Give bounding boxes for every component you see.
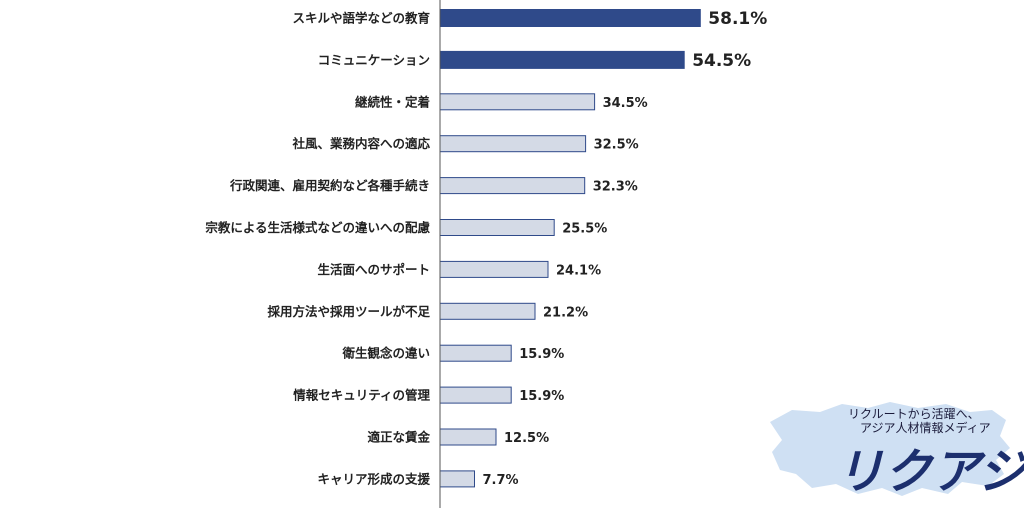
logo-tagline-1: リクルートから活躍へ、	[848, 407, 980, 421]
logo: リクルートから活躍へ、 アジア人材情報メディア リクアジ	[770, 402, 1024, 500]
value-label-2: 54.5%	[692, 51, 751, 71]
category-label-3: 継続性・定着	[355, 94, 430, 109]
bar-3	[439, 93, 596, 111]
category-label-2: コミュニケーション	[318, 52, 430, 67]
bar-9	[439, 344, 512, 362]
category-label-7: 生活面へのサポート	[317, 262, 430, 277]
category-label-9: 衛生観念の違い	[341, 346, 430, 361]
category-label-8: 採用方法や採用ツールが不足	[267, 304, 430, 319]
value-label-1: 58.1%	[708, 9, 767, 29]
category-label-12: キャリア形成の支援	[317, 471, 430, 486]
bar-5	[439, 177, 586, 195]
value-label-4: 32.5%	[594, 138, 639, 153]
value-label-9: 15.9%	[519, 347, 564, 362]
category-label-11: 適正な賃金	[367, 430, 430, 445]
category-label-4: 社風、業務内容への適応	[291, 136, 430, 151]
bar-2	[439, 50, 685, 69]
value-label-6: 25.5%	[562, 222, 607, 237]
category-label-10: 情報セキュリティの管理	[293, 388, 430, 403]
bar-10	[439, 386, 512, 404]
bar-4	[439, 135, 587, 153]
bar-1	[439, 9, 701, 27]
bar-6	[439, 219, 555, 236]
bars-group: スキルや語学などの教育 58.1% コミュニケーション 54.5% 継続性・定着 34.5…	[205, 9, 767, 488]
bar-12	[439, 470, 475, 488]
bar-7	[439, 260, 549, 278]
value-label-8: 21.2%	[543, 305, 588, 320]
category-label-1: スキルや語学などの教育	[292, 11, 430, 26]
logo-tagline-2: アジア人材情報メディア	[860, 420, 991, 435]
value-label-3: 34.5%	[603, 96, 648, 111]
logo-wordmark: リクアジ	[836, 444, 1024, 500]
bar-8	[439, 302, 536, 320]
value-label-5: 32.3%	[593, 180, 638, 195]
map-icon	[770, 402, 1010, 496]
bar-11	[439, 428, 497, 446]
category-label-5: 行政関連、雇用契約など各種手続き	[229, 178, 430, 193]
value-label-7: 24.1%	[556, 263, 601, 278]
value-label-12: 7.7%	[483, 473, 519, 488]
value-label-10: 15.9%	[519, 389, 564, 404]
category-label-6: 宗教による生活様式などの違いへの配慮	[205, 220, 430, 235]
value-label-11: 12.5%	[504, 431, 549, 446]
